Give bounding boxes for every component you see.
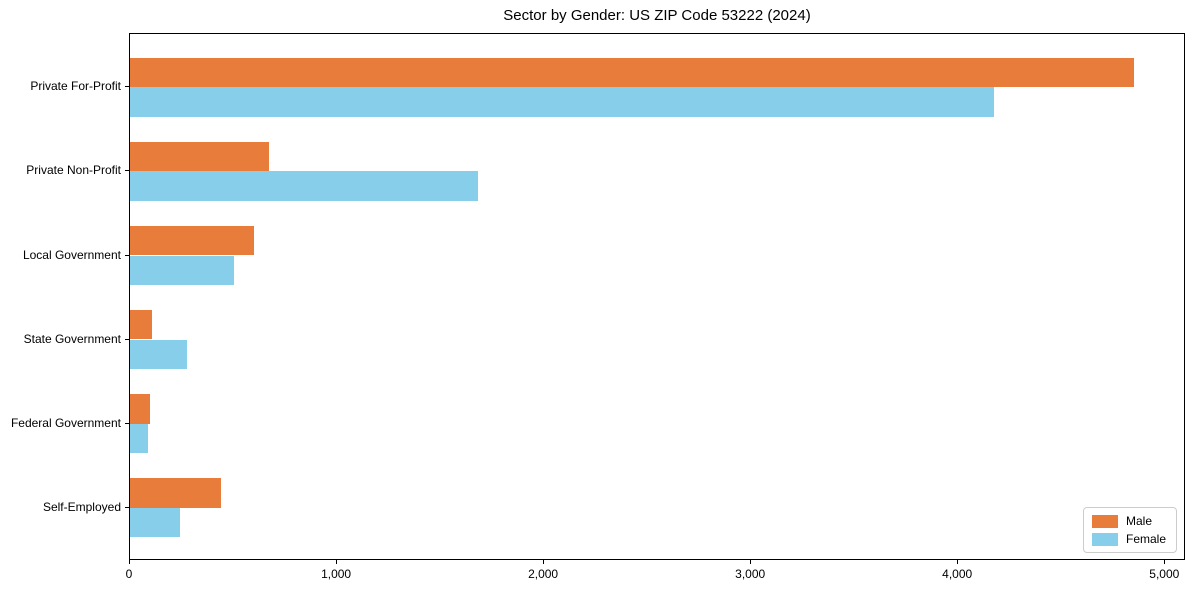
legend-item-female: Female [1091,532,1166,546]
x-tick-mark [957,560,959,564]
bar-female-4 [130,339,187,369]
x-tick-mark [336,560,338,564]
x-tick-mark [543,560,545,564]
x-tick-mark [129,560,130,564]
chart-title: Sector by Gender: US ZIP Code 53222 (202… [503,7,811,24]
y-tick-mark [125,86,129,88]
y-tick-mark [125,338,129,340]
x-tick-label: 5,000 [1149,567,1180,581]
bar-male-2 [130,142,269,172]
y-tick-label: State Government [23,331,121,346]
y-tick-mark [125,170,129,172]
bar-male-3 [130,226,254,256]
bar-male-4 [130,310,152,340]
y-tick-label: Private For-Profit [30,79,121,94]
x-tick-label: 3,000 [735,567,766,581]
bar-female-6 [130,507,180,537]
y-tick-mark [125,254,129,256]
x-tick-mark [1164,560,1166,564]
bar-female-1 [130,87,994,117]
x-tick-mark [750,560,752,564]
legend-label-male: Male [1125,514,1152,528]
bar-female-3 [130,255,235,285]
x-tick-label: 2,000 [528,567,559,581]
bar-male-6 [130,478,221,508]
y-tick-label: Federal Government [10,415,121,430]
legend-item-male: Male [1091,514,1166,528]
y-tick-label: Self-Employed [42,499,121,514]
y-tick-mark [125,422,129,424]
legend-swatch-male [1091,514,1118,528]
y-tick-label: Local Government [22,247,121,262]
x-tick-label: 4,000 [942,567,973,581]
bar-female-2 [130,171,479,201]
plot-area: Male Female [129,33,1185,560]
bar-male-5 [130,394,150,424]
y-tick-mark [125,506,129,508]
legend-swatch-female [1091,532,1118,546]
bar-female-5 [130,423,148,453]
legend-label-female: Female [1125,532,1166,546]
x-tick-label: 0 [125,567,133,581]
legend: Male Female [1082,507,1177,553]
x-tick-label: 1,000 [321,567,352,581]
y-tick-label: Private Non-Profit [26,163,121,178]
bar-male-1 [130,58,1135,88]
